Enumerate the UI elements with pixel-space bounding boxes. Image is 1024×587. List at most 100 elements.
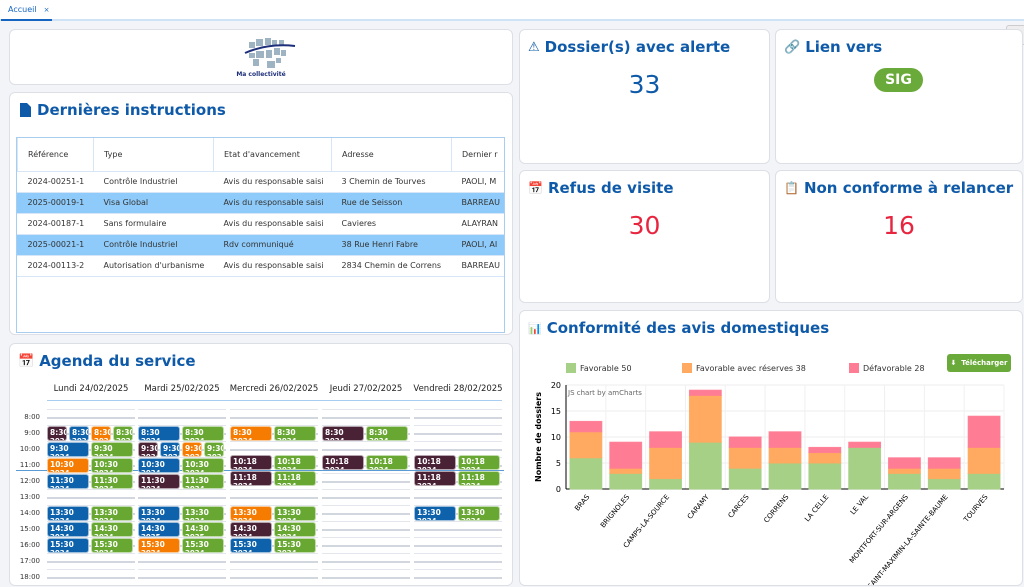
agenda-event[interactable]: 10:30 2024... [47, 458, 89, 473]
agenda-event[interactable]: 9:302024... [138, 442, 158, 457]
bar-segment[interactable] [848, 441, 882, 448]
bar-segment[interactable] [848, 446, 882, 490]
bar-segment[interactable] [967, 472, 1001, 490]
agenda-event[interactable]: 15:30 2024... [182, 538, 224, 553]
agenda-event[interactable]: 9:302024... [182, 442, 202, 457]
bar-segment[interactable] [609, 472, 643, 490]
agenda-event[interactable]: 14:30 2024... [91, 522, 133, 537]
agenda-event[interactable]: 10:18 2024... [414, 454, 456, 470]
bar-segment[interactable] [609, 441, 643, 469]
table-row[interactable]: 2024-00187-1 Sans formulaire Avis du respo… [17, 213, 504, 235]
table-row[interactable]: 2025-00021-1 Contrôle Industriel Rdv commu… [17, 234, 504, 256]
column-header[interactable]: Dernier r [451, 138, 504, 172]
agenda-event[interactable]: 8:302024... [69, 426, 89, 441]
bar-segment[interactable] [927, 478, 961, 490]
agenda-event[interactable]: 15:30 2024... [230, 538, 272, 553]
bar-segment[interactable] [927, 467, 961, 480]
agenda-event[interactable]: 8:302024... [47, 426, 67, 441]
agenda-event[interactable]: 14:30 2024... [274, 522, 316, 537]
bar-segment[interactable] [649, 431, 682, 448]
agenda-event[interactable]: 15:30 2024... [274, 538, 316, 553]
bar-segment[interactable] [888, 457, 921, 469]
legend-item[interactable]: Favorable 50 [566, 363, 632, 373]
bar-segment[interactable] [967, 415, 1001, 448]
bar-segment[interactable] [569, 420, 603, 433]
bar-segment[interactable] [609, 467, 643, 474]
agenda-event[interactable]: 14:30 2024... [230, 522, 272, 537]
agenda-event[interactable]: 14:30 2025... [138, 522, 180, 537]
bar-segment[interactable] [728, 467, 762, 490]
agenda-event[interactable]: 10:18 2024... [366, 454, 408, 470]
agenda-event[interactable]: 13:30 2024... [182, 506, 224, 521]
agenda-event[interactable]: 11:18 2024... [230, 470, 272, 486]
bar-segment[interactable] [649, 446, 682, 480]
agenda-event[interactable]: 10:18 2024... [458, 454, 500, 470]
bar-segment[interactable] [688, 441, 722, 490]
bar-segment[interactable] [768, 462, 802, 490]
agenda-event[interactable]: 15:30 2024... [91, 538, 133, 553]
agenda-event[interactable]: 9:302024... [204, 442, 224, 457]
agenda-event[interactable]: 10:18 2024... [230, 454, 272, 470]
agenda-event[interactable]: 10:30 2024... [182, 458, 224, 473]
bar-segment[interactable] [808, 452, 842, 464]
bar-segment[interactable] [649, 478, 682, 490]
bar-segment[interactable] [927, 457, 961, 469]
agenda-event[interactable]: 13:30 2024... [274, 506, 316, 521]
bar-segment[interactable] [728, 436, 762, 448]
bar-segment[interactable] [888, 467, 921, 474]
sig-button[interactable]: SIG [874, 68, 923, 92]
column-header[interactable]: Adresse [331, 138, 452, 172]
bar-segment[interactable] [967, 446, 1001, 474]
download-button[interactable]: ⬇ Télécharger [947, 354, 1011, 372]
table-row[interactable]: 2024-00113-2 Autorisation d'urbanisme Avis… [17, 255, 504, 277]
bar-segment[interactable] [688, 394, 722, 443]
agenda-event[interactable]: 10:30 2024... [91, 458, 133, 473]
agenda-event[interactable]: 14:30 2024... [47, 522, 89, 537]
agenda-event[interactable]: 9:302024... [160, 442, 180, 457]
refus-card[interactable]: 📅 Refus de visite 30 [519, 170, 770, 303]
agenda-event[interactable]: 13:30 2024... [47, 506, 89, 521]
agenda-event[interactable]: 14:30 2025... [182, 522, 224, 537]
agenda-event[interactable]: 13:30 2024... [230, 506, 272, 521]
alerts-card[interactable]: ⚠ Dossier(s) avec alerte 33 [519, 29, 770, 164]
table-row[interactable]: 2024-00251-1 Contrôle Industriel Avis du r… [17, 171, 504, 193]
agenda-event[interactable]: 15:30 2024... [138, 538, 180, 553]
table-row[interactable]: 2025-00019-1 Visa Global Avis du responsab… [17, 192, 504, 214]
nonconforme-card[interactable]: 📋 Non conforme à relancer 16 [775, 170, 1023, 303]
bar-segment[interactable] [768, 431, 802, 448]
bar-segment[interactable] [569, 431, 603, 459]
legend-item[interactable]: Favorable avec réserves 38 [682, 363, 806, 373]
column-header[interactable]: Type [93, 138, 214, 172]
agenda-event[interactable]: 11:30 2024... [138, 474, 180, 489]
column-header[interactable]: Référence [17, 138, 94, 172]
agenda-event[interactable]: 13:30 2024... [91, 506, 133, 521]
tab-accueil[interactable]: Accueil × [1, 0, 52, 21]
bar-segment[interactable] [768, 446, 802, 464]
agenda-event[interactable]: 11:30 2024... [91, 474, 133, 489]
column-header[interactable]: Etat d'avancement [213, 138, 332, 172]
agenda-event[interactable]: 11:30 2024... [182, 474, 224, 489]
legend-item[interactable]: Défavorable 28 [849, 363, 925, 373]
agenda-event[interactable]: 13:30 2024... [138, 506, 180, 521]
agenda-event[interactable]: 13:30 2024... [458, 506, 500, 521]
close-icon[interactable]: × [43, 6, 50, 14]
agenda-event[interactable]: 11:18 2024... [414, 470, 456, 486]
bar-segment[interactable] [808, 462, 842, 490]
bar-segment[interactable] [569, 457, 603, 490]
bar-segment[interactable] [888, 472, 921, 490]
agenda-event[interactable]: 15:30 2024... [47, 538, 89, 553]
agenda-event[interactable]: 11:18 2024... [458, 470, 500, 486]
agenda-event[interactable]: 10:30 2024... [138, 458, 180, 473]
bar-segment[interactable] [728, 446, 762, 469]
agenda-event[interactable]: 13:30 2024... [414, 506, 456, 521]
agenda-event[interactable]: 10:18 2024... [322, 454, 364, 470]
bar-segment[interactable] [688, 389, 722, 396]
agenda-event[interactable]: 11:18 2024... [274, 470, 316, 486]
